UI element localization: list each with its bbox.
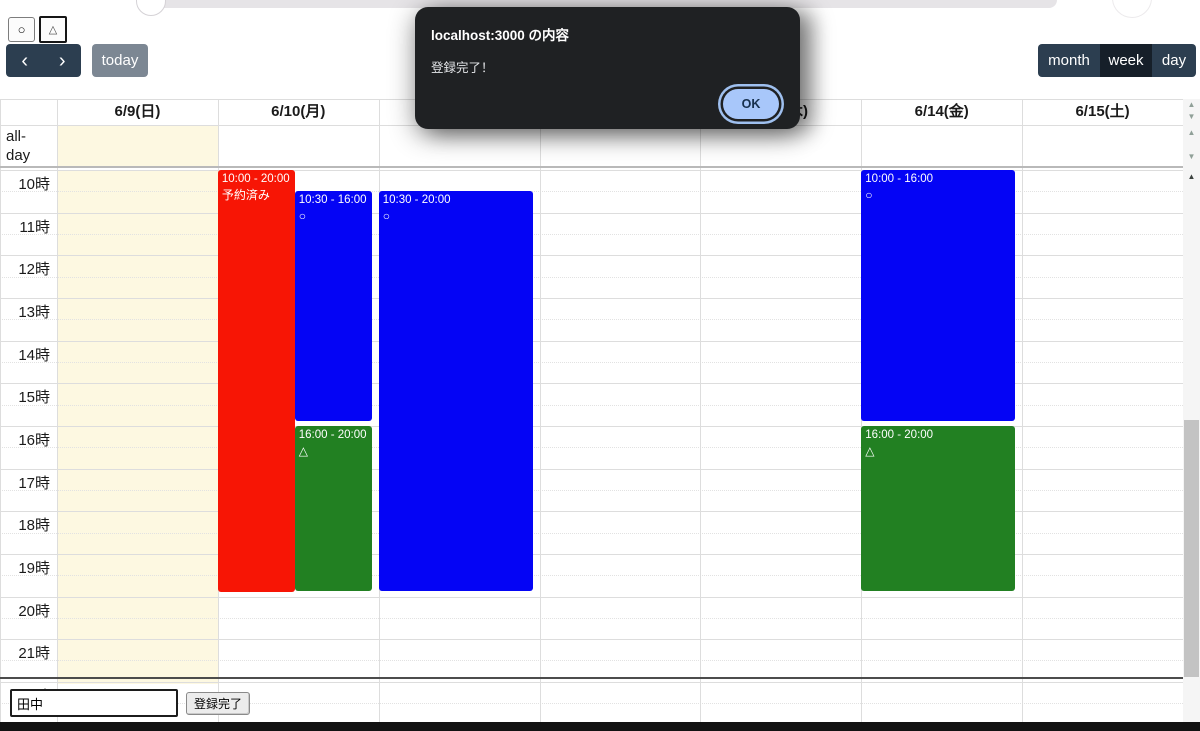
next-button[interactable]: › xyxy=(44,44,82,77)
hour-axis-label: 19時 xyxy=(18,559,50,577)
grid-line xyxy=(0,425,1183,427)
half-hour-line xyxy=(0,276,1183,278)
calendar-bottom-border xyxy=(0,677,1183,679)
grid-line xyxy=(0,681,1183,683)
grid-line xyxy=(0,468,1183,470)
hour-axis-label: 15時 xyxy=(18,389,50,407)
prev-button[interactable]: ‹ xyxy=(6,44,44,77)
event-time: 16:00 - 20:00 xyxy=(865,428,934,441)
half-hour-line xyxy=(0,489,1183,491)
allday-divider xyxy=(0,166,1183,168)
calendar-event[interactable]: 10:30 - 20:00 ○ xyxy=(378,191,533,592)
event-title: ○ xyxy=(382,209,390,224)
grid-line xyxy=(539,99,541,722)
hour-axis-label: 21時 xyxy=(18,645,50,663)
scrollbar-thumb[interactable] xyxy=(1184,420,1199,677)
grid-line xyxy=(700,99,702,722)
grid-line xyxy=(0,170,1183,171)
today-button[interactable]: today xyxy=(92,44,148,77)
view-switcher: month week day xyxy=(1038,44,1196,77)
grid-line xyxy=(57,99,58,722)
allday-axis-label: all-day xyxy=(6,128,31,164)
hour-axis-label: 14時 xyxy=(18,346,50,364)
day-header: 6/9(日) xyxy=(114,103,161,120)
event-time: 10:00 - 16:00 xyxy=(865,173,934,185)
event-title: △ xyxy=(298,443,308,458)
half-hour-line xyxy=(0,361,1183,363)
alert-dialog: localhost:3000 の内容 登録完了！ OK xyxy=(415,7,800,129)
grid-line xyxy=(0,255,1183,257)
event-title: ○ xyxy=(298,209,306,224)
chevron-left-icon: ‹ xyxy=(21,49,29,72)
event-time: 10:30 - 20:00 xyxy=(382,194,451,207)
half-hour-line xyxy=(0,319,1183,321)
name-input[interactable] xyxy=(10,689,178,717)
grid-line xyxy=(0,340,1183,342)
hour-axis-label: 18時 xyxy=(18,517,50,535)
half-hour-line xyxy=(0,233,1183,235)
calendar-event[interactable]: 16:00 - 20:00 △ xyxy=(861,425,1016,592)
alert-dialog-title: localhost:3000 の内容 xyxy=(431,28,570,43)
scroll-up-icon[interactable]: ▲ xyxy=(1187,128,1196,137)
calendar-event[interactable]: 10:00 - 16:00 ○ xyxy=(861,170,1016,421)
half-hour-line xyxy=(0,617,1183,619)
day-header: 6/15(土) xyxy=(1075,103,1130,120)
scroll-up-icon[interactable]: ▲ xyxy=(1187,100,1196,109)
calendar-nav-group: ‹ › xyxy=(6,44,81,77)
event-time: 10:30 - 16:00 xyxy=(298,194,367,207)
grid-line xyxy=(0,383,1183,385)
view-day-button[interactable]: day xyxy=(1152,44,1196,77)
alert-ok-button[interactable]: OK xyxy=(723,89,779,119)
grid-line xyxy=(1022,99,1024,722)
grid-line xyxy=(0,639,1183,641)
half-hour-line xyxy=(0,703,1183,705)
hour-axis-label: 16時 xyxy=(18,431,50,449)
half-hour-line xyxy=(0,660,1183,662)
bottom-bar xyxy=(0,722,1200,731)
hour-axis-label: 20時 xyxy=(18,602,50,620)
scroll-down-icon[interactable]: ▼ xyxy=(1187,152,1196,161)
event-title: ○ xyxy=(865,188,873,202)
register-complete-button[interactable]: 登録完了 xyxy=(186,692,251,715)
event-time: 16:00 - 20:00 xyxy=(298,428,367,441)
today-allday-highlight xyxy=(57,125,218,166)
half-hour-line xyxy=(0,532,1183,534)
grid-line xyxy=(0,596,1183,598)
event-title: △ xyxy=(865,443,875,458)
half-hour-line xyxy=(0,575,1183,577)
hour-axis-label: 10時 xyxy=(18,176,50,193)
half-hour-line xyxy=(0,191,1183,193)
grid-line xyxy=(0,553,1183,555)
view-week-button[interactable]: week xyxy=(1100,44,1152,77)
triangle-marker-button[interactable]: △ xyxy=(39,16,67,43)
today-column-highlight xyxy=(57,170,218,684)
hour-axis-label: 11時 xyxy=(19,218,50,236)
event-time: 10:00 - 20:00 xyxy=(221,173,290,185)
event-title: 予約済み xyxy=(221,188,270,202)
day-header: 6/14(金) xyxy=(914,103,969,120)
grid-line xyxy=(0,212,1183,214)
calendar-event[interactable]: 10:30 - 16:00 ○ xyxy=(294,191,372,421)
half-hour-line xyxy=(0,447,1183,449)
scroll-up-icon[interactable]: ▲ xyxy=(1187,172,1196,181)
grid-line xyxy=(0,511,1183,513)
alert-dialog-message: 登録完了！ xyxy=(431,61,494,75)
hour-axis-label: 17時 xyxy=(18,474,50,492)
half-hour-line xyxy=(0,404,1183,406)
scroll-down-icon[interactable]: ▼ xyxy=(1187,112,1196,121)
calendar-event[interactable]: 10:00 - 20:00 予約済み xyxy=(217,170,295,592)
hour-axis-label: 13時 xyxy=(18,303,50,321)
day-header: 6/10(月) xyxy=(271,103,326,120)
grid-line xyxy=(0,99,1,722)
hour-axis-label: 12時 xyxy=(18,261,50,279)
calendar-event[interactable]: 16:00 - 20:00 △ xyxy=(294,425,372,592)
view-month-button[interactable]: month xyxy=(1038,44,1100,77)
circle-marker-button[interactable]: ○ xyxy=(8,17,35,42)
grid-line xyxy=(0,297,1183,299)
chevron-right-icon: › xyxy=(58,49,66,72)
browser-chrome-strip xyxy=(150,0,1057,8)
